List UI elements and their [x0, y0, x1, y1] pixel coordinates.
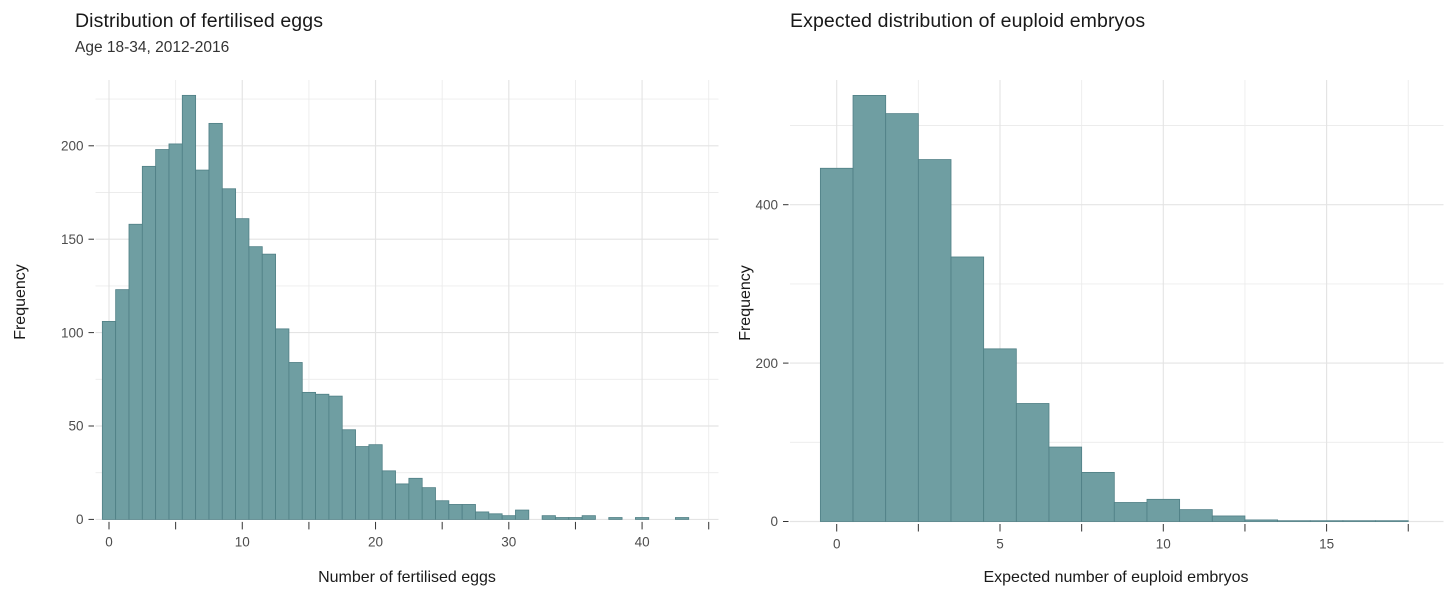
y-tick-label: 0: [76, 512, 84, 527]
y-tick-label: 200: [61, 139, 84, 154]
histogram-bar: [852, 95, 887, 522]
x-tick-label: 40: [635, 534, 650, 549]
histogram-bar: [421, 487, 436, 520]
histogram-bar: [950, 256, 985, 522]
histogram-bar: [1179, 509, 1213, 522]
left-chart-subtitle: Age 18-34, 2012-2016: [75, 39, 230, 56]
histogram-bar: [983, 348, 1017, 522]
histogram-bar: [674, 517, 690, 520]
histogram-bar: [435, 500, 450, 520]
histogram-bar: [885, 113, 919, 522]
y-tick-label: 100: [61, 325, 84, 340]
histogram-bar: [1113, 502, 1148, 522]
histogram-bar: [1015, 403, 1050, 522]
histogram-bar: [581, 515, 596, 520]
histogram-bar: [221, 188, 237, 520]
histogram-bar: [408, 477, 423, 520]
x-tick-label: 10: [235, 534, 250, 549]
histogram-bar: [328, 395, 343, 520]
histogram-bar: [115, 289, 130, 520]
y-tick-label: 0: [770, 514, 778, 529]
histogram-bar: [288, 362, 303, 520]
y-tick-label: 200: [755, 356, 778, 371]
histogram-bar: [1081, 471, 1115, 522]
histogram-bar: [917, 159, 952, 522]
histogram-bar: [1309, 520, 1344, 522]
histogram-bar: [101, 320, 117, 520]
x-tick-label: 5: [996, 537, 1004, 552]
histogram-bar: [261, 253, 276, 520]
histogram-bar: [248, 246, 263, 520]
histogram-bar: [1211, 515, 1246, 522]
histogram-bar: [208, 122, 223, 520]
histogram-bar: [635, 517, 650, 520]
x-tick-label: 10: [1156, 537, 1171, 552]
histogram-bar: [301, 391, 316, 520]
left-x-axis-title: Number of fertilised eggs: [318, 569, 496, 586]
y-tick-label: 400: [755, 197, 778, 212]
right-y-axis-title: Frequency: [737, 265, 754, 341]
histogram-bar: [501, 515, 516, 520]
histogram-bar: [155, 149, 170, 520]
y-tick-label: 150: [61, 232, 84, 247]
histogram-bar: [568, 517, 583, 520]
histogram-bar: [395, 483, 410, 520]
histogram-bar: [819, 167, 854, 522]
x-tick-label: 0: [833, 537, 841, 552]
histogram-bar: [488, 513, 503, 520]
histogram-bar: [1146, 498, 1181, 522]
histogram-bar: [381, 470, 396, 520]
histogram-bar: [1277, 520, 1311, 522]
histogram-bar: [461, 504, 476, 520]
histogram-bar: [608, 517, 623, 520]
histogram-bar: [195, 169, 210, 520]
histogram-bar: [168, 143, 183, 520]
histogram-bar: [1375, 520, 1409, 522]
x-tick-label: 20: [368, 534, 383, 549]
right-chart-title: Expected distribution of euploid embryos: [790, 10, 1146, 32]
histogram-bar: [1048, 446, 1083, 522]
right-x-axis-title: Expected number of euploid embryos: [983, 569, 1249, 586]
x-tick-label: 30: [501, 534, 516, 549]
histogram-bar: [141, 165, 157, 520]
x-tick-label: 0: [105, 534, 113, 549]
left-chart-title: Distribution of fertilised eggs: [75, 10, 324, 32]
histogram-bar: [341, 429, 356, 520]
histogram-bar: [555, 517, 570, 520]
histogram-bar: [1342, 520, 1376, 522]
histogram-bar: [355, 446, 370, 520]
histogram-bar: [181, 94, 197, 520]
histogram-bar: [275, 328, 290, 520]
histogram-bar: [541, 515, 556, 520]
histogram-bar: [315, 393, 330, 520]
histogram-bar: [1244, 519, 1279, 522]
left-y-axis-title: Frequency: [12, 264, 29, 340]
x-tick-label: 15: [1319, 537, 1334, 552]
histogram-bar: [235, 218, 250, 520]
histogram-bar: [515, 509, 530, 520]
y-tick-label: 50: [68, 419, 83, 434]
histogram-bar: [448, 504, 463, 520]
histogram-bar: [128, 223, 143, 520]
histogram-bar: [368, 444, 383, 520]
histogram-bar: [475, 511, 490, 520]
